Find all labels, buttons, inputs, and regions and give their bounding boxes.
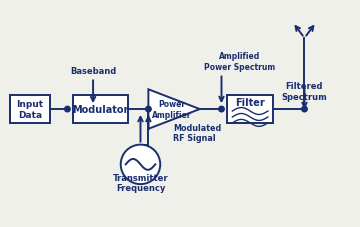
Circle shape [146,107,151,112]
Circle shape [302,107,307,112]
Text: Filtered
Spectrum: Filtered Spectrum [282,82,327,101]
Text: Modulator: Modulator [72,105,129,115]
Circle shape [65,107,70,112]
Text: Filter: Filter [235,98,265,108]
Circle shape [219,107,224,112]
Text: Modulated
RF Signal: Modulated RF Signal [173,123,221,143]
FancyBboxPatch shape [228,96,273,123]
FancyBboxPatch shape [73,96,128,123]
Text: Power
Amplifier: Power Amplifier [152,100,192,119]
Text: Baseband: Baseband [70,67,116,76]
Polygon shape [148,90,200,129]
FancyBboxPatch shape [10,96,50,123]
Text: Transmitter
Frequency: Transmitter Frequency [113,173,168,192]
Text: Input
Data: Input Data [16,100,44,119]
Circle shape [121,145,160,184]
Text: Amplified
Power Spectrum: Amplified Power Spectrum [204,52,275,71]
